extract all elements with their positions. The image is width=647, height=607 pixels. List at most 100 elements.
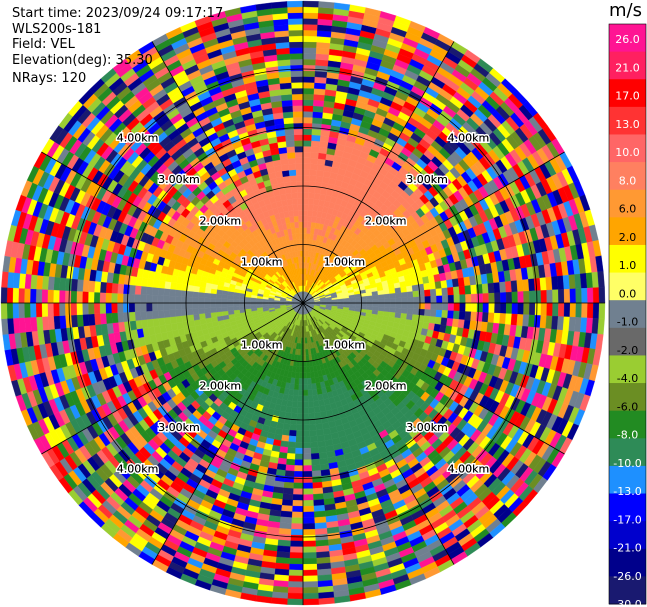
velocity-gate (277, 533, 291, 541)
velocity-gate (287, 441, 296, 449)
velocity-gate (134, 302, 141, 312)
velocity-gate (175, 309, 182, 317)
velocity-gate (424, 296, 431, 304)
velocity-gate (122, 293, 130, 304)
velocity-gate (413, 302, 420, 310)
velocity-gate (105, 292, 112, 304)
velocity-gate (250, 300, 257, 304)
velocity-gate (545, 315, 553, 330)
velocity-gate (563, 302, 571, 318)
velocity-gate (534, 290, 542, 304)
velocity-gate (99, 292, 106, 304)
velocity-gate (510, 313, 518, 326)
velocity-gate (111, 282, 119, 294)
velocity-gate (76, 279, 84, 292)
velocity-gate (210, 293, 217, 299)
velocity-gate (244, 299, 251, 304)
velocity-gate (291, 505, 304, 513)
velocity-gate (82, 302, 89, 315)
velocity-gate (317, 393, 324, 401)
velocity-gate (209, 297, 217, 304)
velocity-gate (597, 271, 605, 288)
velocity-gate (24, 302, 31, 318)
velocity-gate (312, 487, 324, 495)
velocity-gate (302, 198, 309, 205)
velocity-gate (534, 302, 542, 316)
velocity-gate (436, 295, 443, 304)
velocity-gate (291, 511, 304, 519)
velocity-gate (378, 302, 385, 308)
velocity-gate (298, 378, 304, 385)
velocity-gate (0, 302, 8, 319)
velocity-gate (312, 481, 323, 489)
velocity-gate (302, 459, 312, 466)
velocity-gate (302, 233, 307, 240)
velocity-gate (366, 302, 373, 307)
velocity-gate (307, 389, 313, 396)
velocity-gate (158, 317, 166, 326)
velocity-gate (187, 314, 195, 322)
velocity-gate (209, 302, 217, 309)
velocity-gate (447, 287, 454, 296)
velocity-gate (289, 558, 304, 565)
velocity-gate (302, 53, 317, 60)
velocity-gate (302, 552, 317, 559)
velocity-gate (294, 459, 304, 466)
velocity-gate (306, 221, 312, 229)
velocity-gate (221, 306, 229, 312)
velocity-gate (294, 377, 300, 385)
velocity-gate (53, 276, 61, 291)
velocity-gate (198, 308, 205, 315)
velocity-gate (412, 308, 420, 316)
velocity-gate (302, 587, 319, 594)
velocity-gate (157, 302, 164, 311)
velocity-gate (280, 440, 289, 448)
velocity-gate (407, 302, 414, 309)
velocity-gate (87, 291, 95, 304)
velocity-gate (395, 307, 402, 314)
velocity-gate (429, 309, 437, 318)
velocity-gate (233, 302, 240, 307)
velocity-gate (287, 598, 304, 606)
velocity-gate (250, 305, 257, 309)
velocity-gate (93, 302, 101, 315)
velocity-gate (372, 294, 379, 300)
velocity-gate (284, 411, 292, 419)
velocity-gate (233, 299, 240, 304)
velocity-gate (441, 310, 449, 319)
velocity-gate (307, 204, 314, 211)
velocity-gate (70, 290, 77, 304)
velocity-gate (552, 289, 559, 304)
velocity-gate (302, 488, 314, 495)
velocity-gate (533, 277, 541, 291)
velocity-gate (310, 441, 319, 449)
velocity-gate (453, 286, 460, 296)
velocity-gate (522, 314, 530, 327)
velocity-gate (309, 175, 317, 182)
velocity-gate (158, 280, 166, 289)
velocity-gate (288, 435, 297, 443)
velocity-gate (430, 295, 437, 304)
velocity-gate (64, 290, 72, 304)
velocity-gate (435, 288, 443, 297)
velocity-gate (459, 294, 466, 304)
velocity-gate (436, 302, 443, 311)
velocity-gate (204, 292, 211, 299)
velocity-gate (401, 308, 408, 315)
velocity-gate (65, 277, 73, 291)
velocity-gate (389, 297, 397, 304)
velocity-gate (540, 302, 548, 316)
velocity-gate (169, 309, 177, 318)
velocity-gate (302, 389, 309, 397)
velocity-gate (429, 316, 436, 325)
velocity-gate (70, 278, 78, 292)
velocity-gate (313, 505, 326, 512)
velocity-gate (122, 302, 130, 313)
velocity-gate (312, 493, 324, 501)
velocity-gate (476, 302, 484, 313)
velocity-gate (302, 111, 314, 118)
velocity-gate (280, 510, 293, 518)
velocity-gate (307, 215, 313, 223)
velocity-gate (500, 302, 507, 314)
velocity-gate (12, 302, 19, 319)
